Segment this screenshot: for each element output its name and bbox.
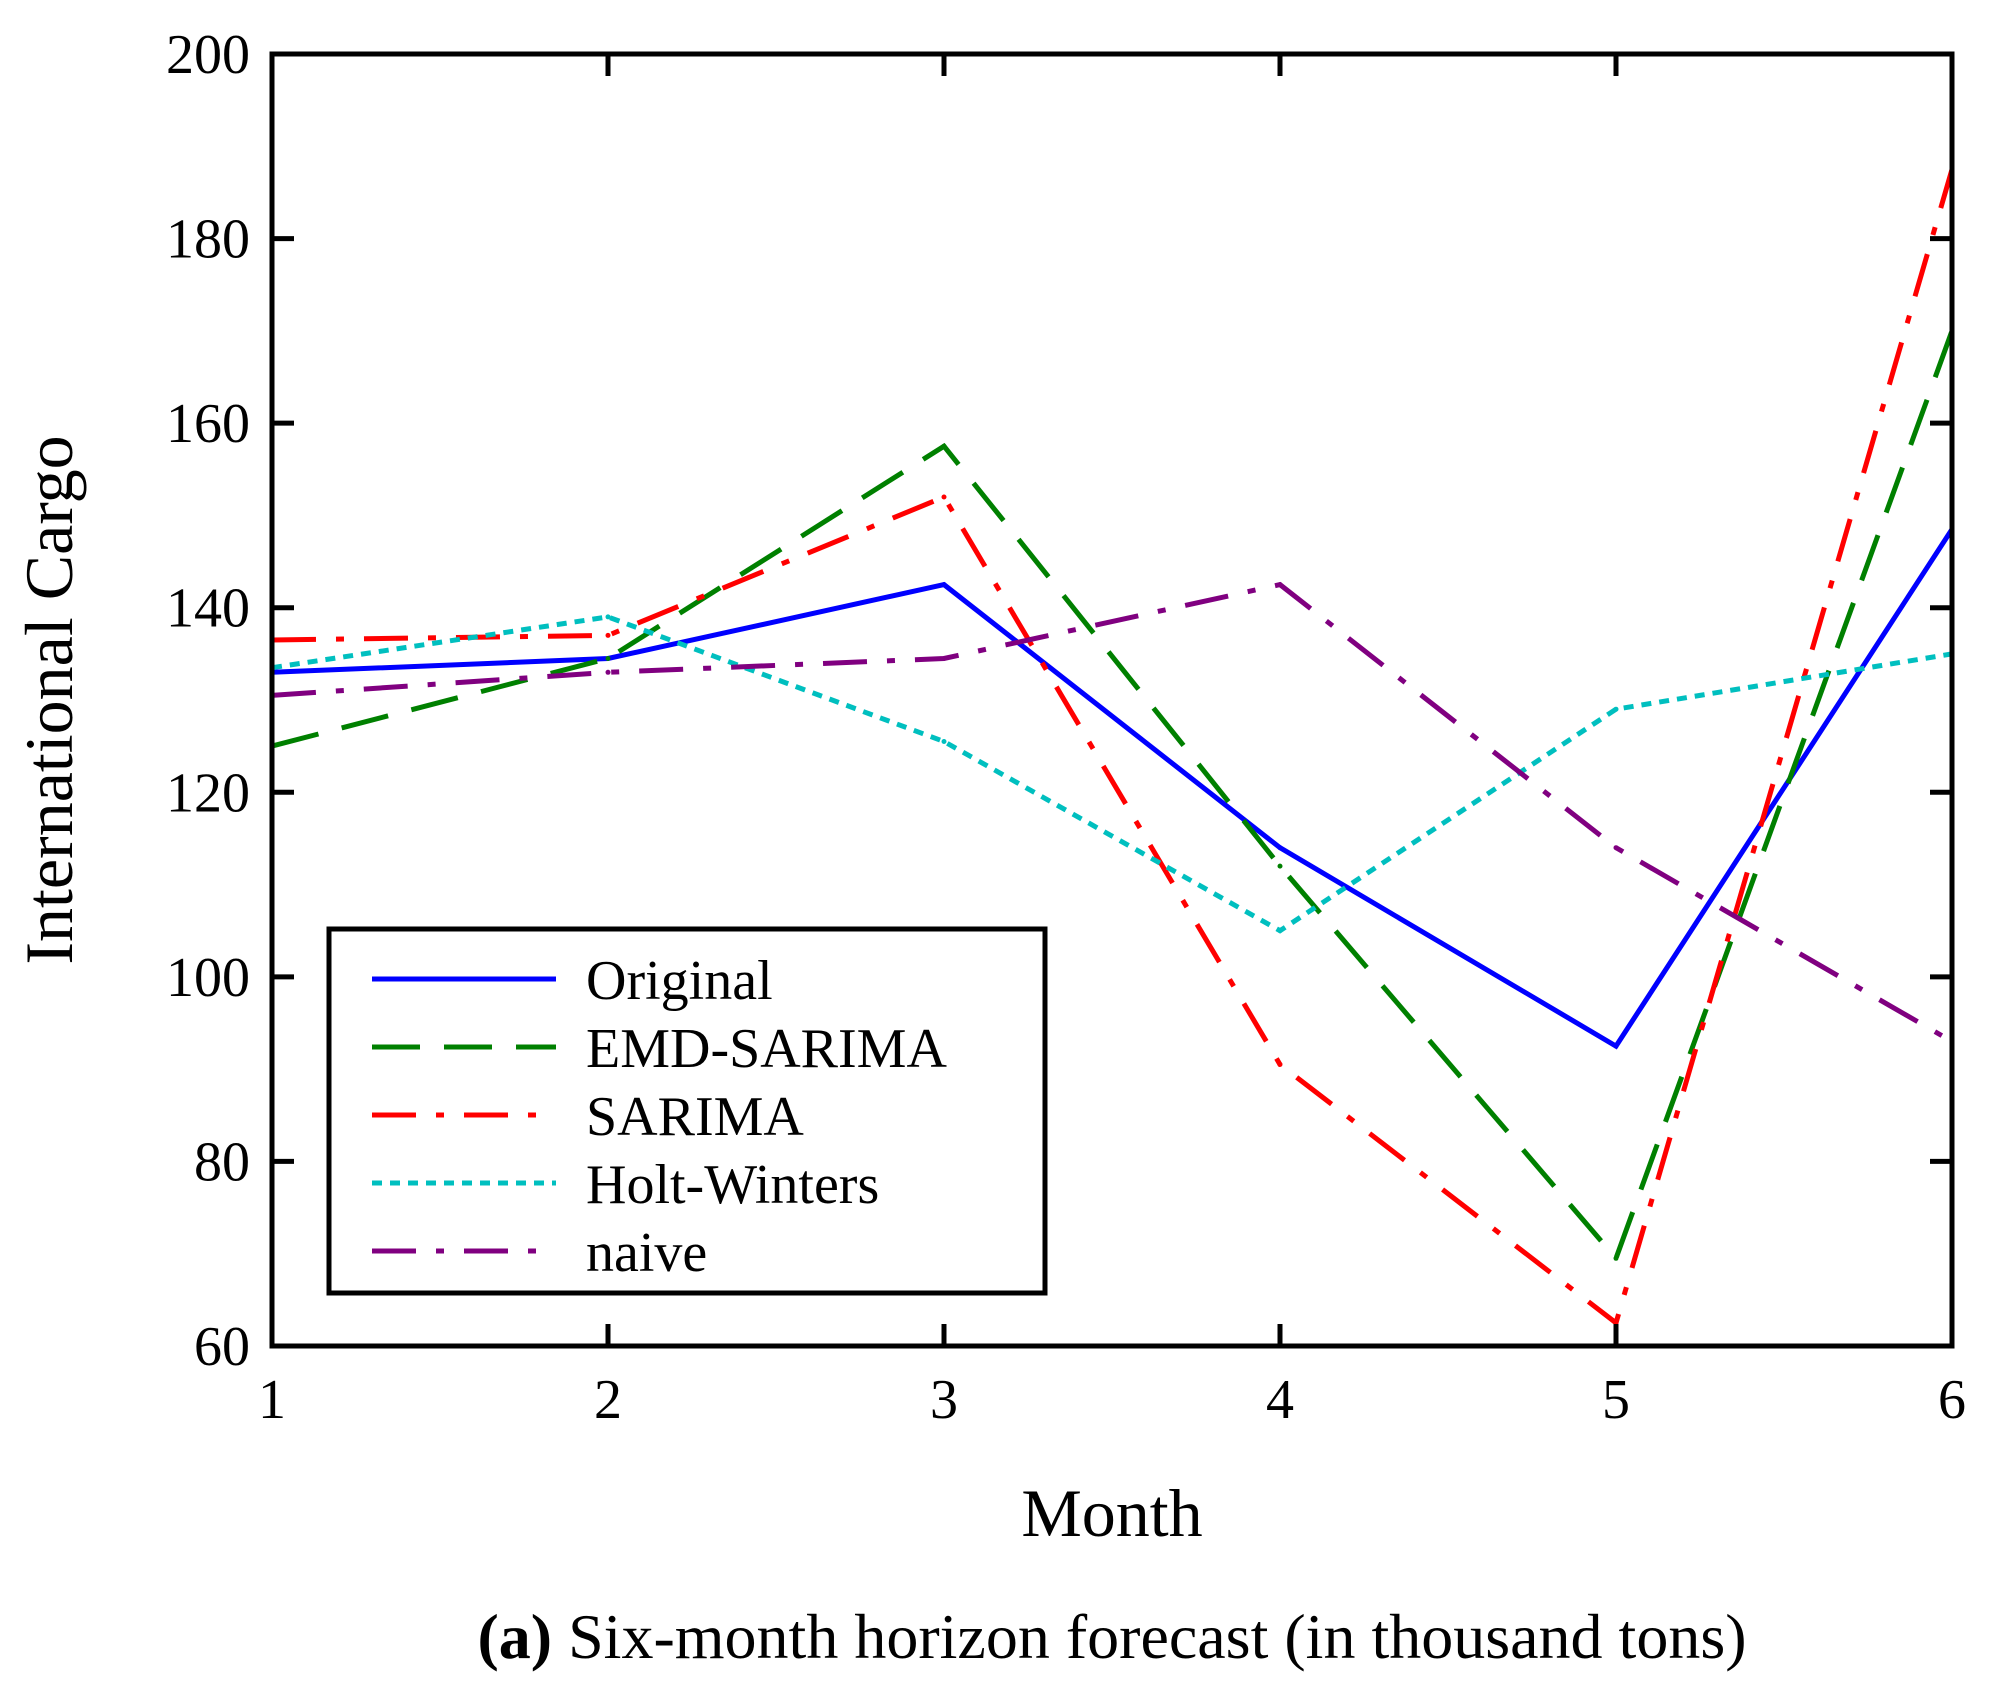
legend-label-emd-sarima: EMD-SARIMA <box>586 1018 947 1080</box>
y-axis-title: International Cargo <box>11 435 87 964</box>
x-tick-label: 5 <box>1602 1369 1630 1431</box>
data-point-emd-sarima <box>941 443 947 449</box>
data-point-holt-winters <box>1277 928 1283 934</box>
data-point-original <box>1277 845 1283 851</box>
y-tick-label: 120 <box>166 762 250 824</box>
x-tick-label: 1 <box>258 1369 286 1431</box>
legend-label-original: Original <box>586 950 773 1012</box>
data-point-naive <box>1277 582 1283 588</box>
series-line-holt-winters <box>271 614 1953 934</box>
x-tick-label: 4 <box>1266 1369 1294 1431</box>
data-point-emd-sarima <box>605 656 611 661</box>
y-tick-label: 200 <box>166 24 250 86</box>
legend: OriginalEMD-SARIMASARIMAHolt-Wintersnaiv… <box>326 926 1048 1296</box>
legend-label-naive: naive <box>586 1222 707 1284</box>
legend-box <box>326 926 1048 1296</box>
y-tick-label: 180 <box>166 209 250 271</box>
data-point-sarima <box>1277 1062 1283 1067</box>
x-axis-title: Month <box>1021 1475 1202 1551</box>
data-point-emd-sarima <box>1277 863 1283 869</box>
x-tick-label: 2 <box>594 1369 622 1431</box>
data-point-emd-sarima <box>1613 1255 1619 1261</box>
data-point-holt-winters <box>941 739 947 744</box>
y-tick-label: 100 <box>166 947 250 1009</box>
axis-tick-labels: 1 2 3 4 5 6 60 80 100 120 140 160 180 200 <box>166 24 1966 1431</box>
series-lines <box>269 166 1955 1328</box>
y-tick-label: 140 <box>166 578 250 640</box>
axis-ticks <box>269 51 1955 1349</box>
series-line-emd-sarima <box>271 330 1955 1264</box>
data-point-sarima <box>941 494 947 500</box>
caption-title: Six-month horizon forecast (in thousand … <box>552 1601 1746 1672</box>
plot-frame <box>269 51 1955 1349</box>
y-tick-label: 80 <box>194 1131 250 1193</box>
caption: (a) Six-month horizon forecast (in thous… <box>477 1601 1746 1672</box>
series-line-original <box>271 527 1955 1050</box>
y-tick-label: 60 <box>194 1316 250 1378</box>
data-point-naive <box>941 656 947 661</box>
series-line-sarima <box>271 168 1955 1328</box>
data-point-original <box>1613 1043 1619 1049</box>
data-point-holt-winters <box>1613 706 1619 712</box>
legend-label-holt-winters: Holt-Winters <box>586 1154 879 1216</box>
series-line-naive <box>271 581 1954 1044</box>
y-tick-label: 160 <box>166 393 250 455</box>
x-tick-label: 3 <box>930 1369 958 1431</box>
data-point-holt-winters <box>605 614 611 620</box>
x-tick-label: 6 <box>1938 1369 1966 1431</box>
caption-label: (a) <box>477 1601 552 1672</box>
data-point-naive <box>1613 845 1619 851</box>
legend-label-sarima: SARIMA <box>586 1086 804 1148</box>
data-point-sarima <box>605 632 611 638</box>
data-point-naive <box>605 669 611 675</box>
data-point-original <box>941 582 947 588</box>
